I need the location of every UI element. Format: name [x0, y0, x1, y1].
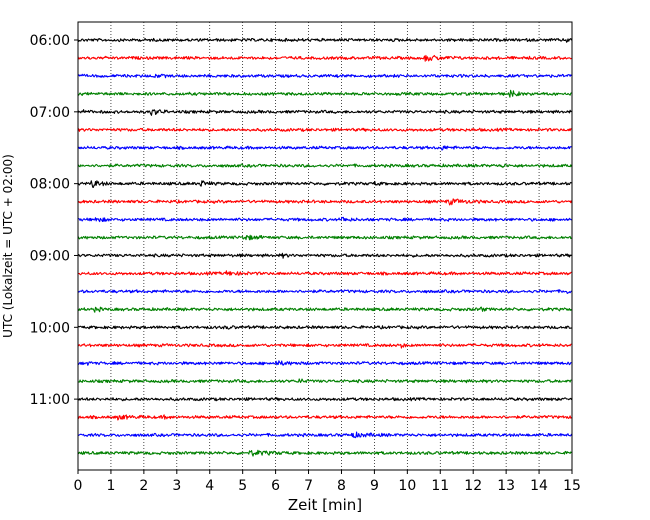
- trace-0615: [77, 54, 572, 62]
- trace-0630: [77, 73, 572, 79]
- y-tick-label-0700: 07:00: [30, 105, 70, 121]
- y-tick-label-0600: 06:00: [30, 33, 70, 49]
- y-tick-label-0800: 08:00: [30, 177, 70, 193]
- plot-frame: [77, 21, 573, 471]
- x-axis-ticks: 0 1 2 3 4 5 6 7 8 9 10 11 12 13 14 15: [74, 470, 581, 494]
- trace-0945: [77, 306, 572, 313]
- x-tick-label-15: 15: [563, 478, 581, 494]
- trace-0915: [77, 270, 572, 276]
- x-tick-label-14: 14: [530, 478, 548, 494]
- x-tick-label-1: 1: [106, 478, 115, 494]
- x-tick-label-7: 7: [304, 478, 313, 494]
- x-tick-label-6: 6: [271, 478, 280, 494]
- trace-0700: [77, 109, 572, 116]
- trace-0830: [77, 216, 572, 223]
- trace-1015: [77, 343, 572, 349]
- trace-0930: [77, 289, 572, 294]
- x-tick-label-2: 2: [139, 478, 148, 494]
- trace-1145: [77, 449, 572, 457]
- x-tick-label-5: 5: [238, 478, 247, 494]
- y-tick-label-1000: 10:00: [30, 320, 70, 336]
- trace-1130: [77, 431, 573, 439]
- trace-1115: [77, 414, 572, 421]
- y-tick-label-0900: 09:00: [30, 248, 70, 264]
- trace-0845: [77, 234, 572, 241]
- trace-1045: [77, 378, 572, 384]
- y-axis-label: UTC (Lokalzeit = UTC + 02:00): [1, 154, 15, 338]
- trace-0600: [77, 37, 573, 43]
- trace-0645: [77, 89, 572, 98]
- trace-0730: [77, 145, 572, 151]
- x-tick-label-9: 9: [370, 478, 379, 494]
- trace-0800: [77, 180, 572, 188]
- seismogram-traces: [77, 37, 573, 457]
- trace-0745: [77, 163, 573, 169]
- x-tick-label-8: 8: [337, 478, 346, 494]
- y-axis-ticks: 06:00 07:00 08:00 09:00 10:00 11:00: [30, 33, 78, 408]
- x-tick-label-13: 13: [497, 478, 515, 494]
- x-tick-label-0: 0: [74, 478, 83, 494]
- trace-1100: [77, 397, 573, 402]
- trace-0715: [77, 127, 572, 132]
- x-tick-label-12: 12: [464, 478, 482, 494]
- trace-1000: [77, 325, 572, 330]
- x-tick-label-10: 10: [398, 478, 416, 494]
- y-tick-label-1100: 11:00: [30, 392, 70, 408]
- trace-1030: [77, 360, 572, 366]
- trace-0900: [77, 252, 572, 259]
- x-tick-label-11: 11: [431, 478, 449, 494]
- x-tick-label-4: 4: [205, 478, 214, 494]
- x-tick-label-3: 3: [172, 478, 181, 494]
- vertical-grid: [110, 22, 540, 470]
- trace-0815: [77, 198, 573, 206]
- x-axis-label: Zeit [min]: [288, 496, 362, 514]
